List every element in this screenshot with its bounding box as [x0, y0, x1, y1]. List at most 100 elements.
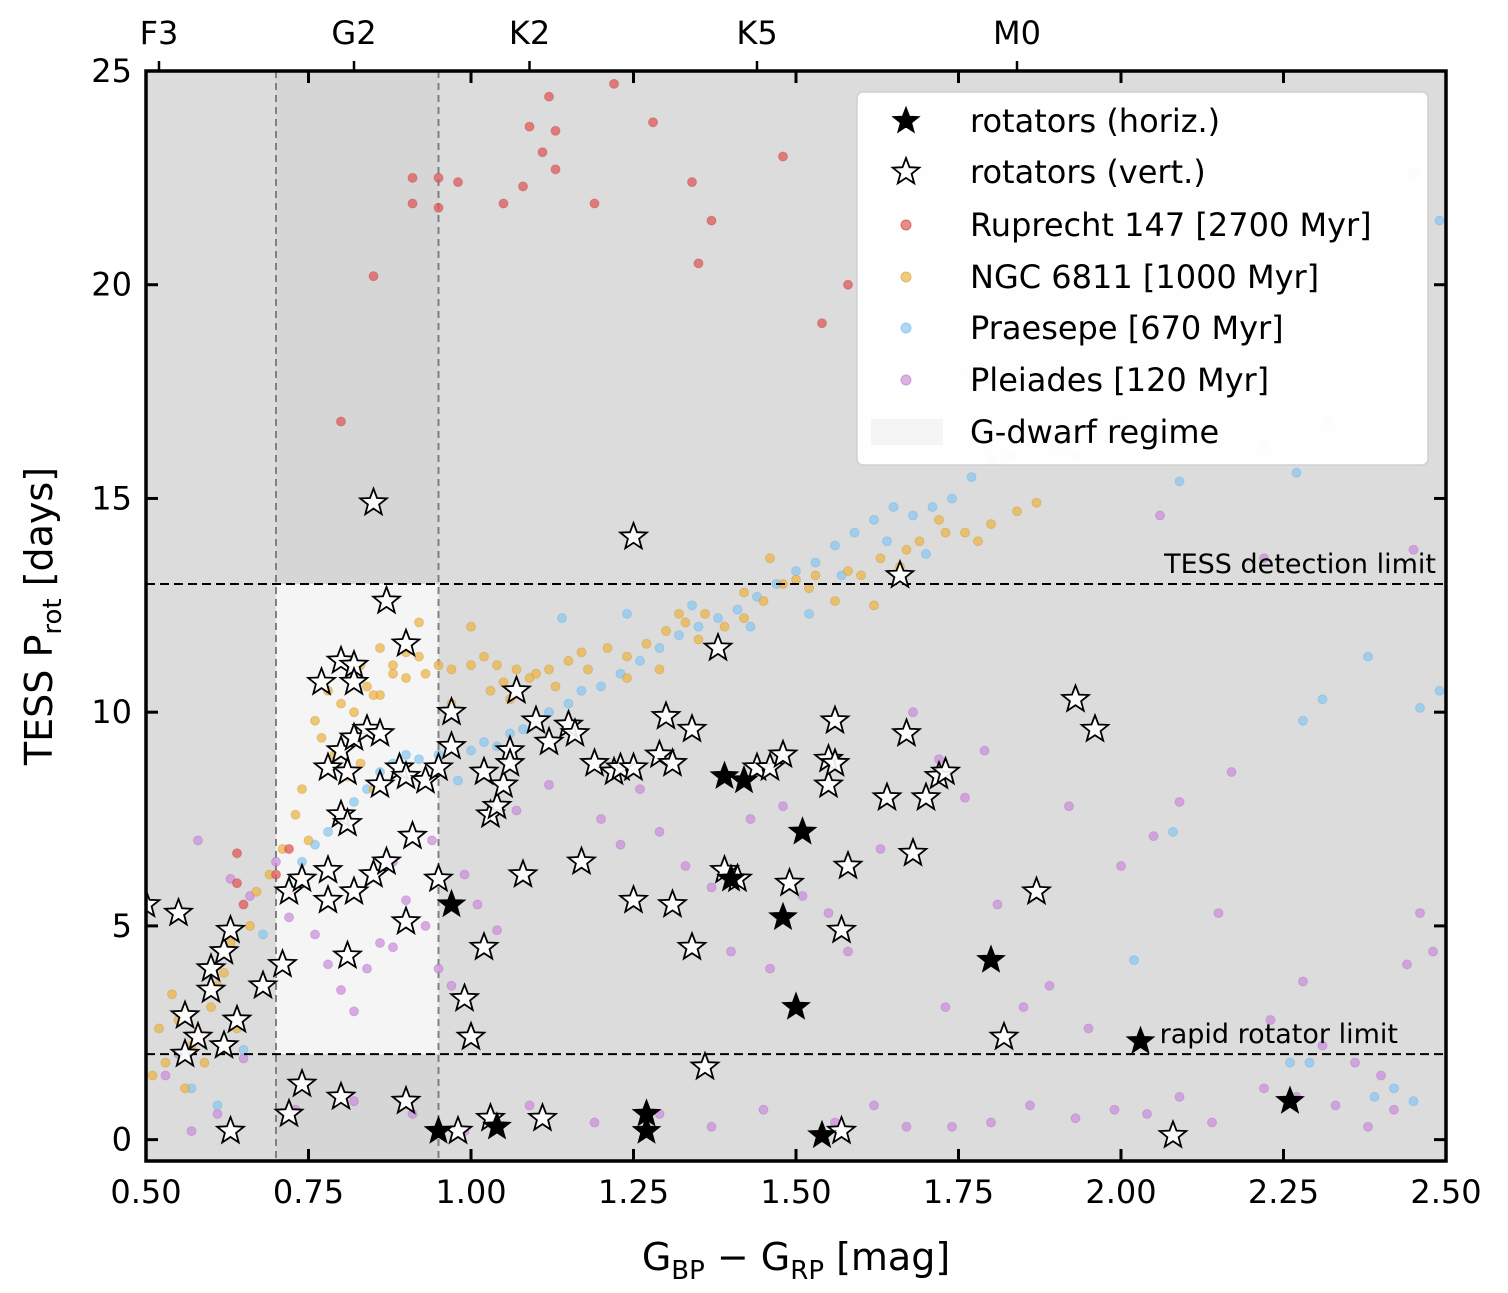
point-pleiades	[349, 1006, 359, 1017]
svg-text:rotators (horiz.): rotators (horiz.)	[970, 102, 1220, 140]
star-vert	[273, 1097, 305, 1128]
point-ruprecht	[518, 181, 528, 192]
star-vert	[422, 862, 455, 893]
point-ngc6811	[693, 634, 704, 645]
point-ruprecht	[550, 125, 561, 136]
spectral-type-label: K5	[736, 14, 777, 52]
star-vert	[617, 883, 650, 914]
point-praesepe	[713, 613, 723, 624]
y-tick-label: 0	[112, 1121, 132, 1159]
x-tick-label: 2.25	[1248, 1173, 1319, 1211]
point-ruprecht	[336, 416, 346, 427]
point-pleiades	[238, 1053, 249, 1064]
point-praesepe	[908, 510, 918, 521]
star-vert	[819, 746, 851, 777]
legend: rotators (horiz.) rotators (vert.) Rupre…	[856, 91, 1429, 466]
point-ruprecht	[238, 899, 249, 910]
star-vert	[468, 930, 500, 961]
point-praesepe	[544, 707, 554, 718]
point-ngc6811	[511, 664, 522, 675]
star-horiz	[807, 1119, 837, 1149]
point-ngc6811	[940, 527, 951, 538]
star-vert	[435, 729, 468, 760]
point-ruprecht	[778, 151, 788, 162]
point-ngc6811	[791, 574, 801, 585]
legend-marker-praesepe	[900, 322, 912, 334]
point-pleiades	[706, 882, 717, 893]
point-praesepe	[518, 724, 528, 735]
point-ngc6811	[245, 920, 255, 931]
point-pleiades	[1415, 908, 1425, 919]
point-ngc6811	[986, 519, 996, 530]
point-pleiades	[186, 1126, 197, 1137]
point-ngc6811	[479, 651, 489, 662]
point-praesepe	[849, 527, 860, 538]
point-praesepe	[745, 621, 756, 632]
point-pleiades	[1402, 959, 1412, 970]
point-praesepe	[1168, 826, 1178, 837]
x-tick-label: 2.00	[1085, 1173, 1156, 1211]
star-vert	[247, 969, 279, 1000]
point-ngc6811	[498, 677, 509, 688]
point-ngc6811	[758, 596, 769, 607]
point-pleiades	[986, 1117, 996, 1128]
point-ruprecht	[843, 279, 853, 290]
point-ngc6811	[349, 707, 359, 718]
point-pleiades	[875, 843, 886, 854]
point-pleiades	[1259, 553, 1269, 564]
x-tick-label: 0.75	[273, 1173, 344, 1211]
point-pleiades	[336, 985, 346, 996]
point-praesepe	[479, 737, 489, 748]
star-vert	[305, 665, 338, 696]
point-pleiades	[1064, 801, 1074, 812]
point-ngc6811	[544, 664, 554, 675]
point-ngc6811	[414, 651, 424, 662]
point-praesepe	[810, 557, 821, 568]
point-ngc6811	[219, 967, 229, 978]
point-praesepe	[622, 608, 632, 619]
point-ngc6811	[810, 570, 821, 581]
point-praesepe	[615, 668, 626, 679]
point-ruprecht	[453, 177, 463, 188]
point-pleiades	[1070, 1113, 1081, 1124]
point-ngc6811	[550, 681, 561, 692]
point-praesepe	[349, 796, 359, 807]
legend-item-praesepe: Praesepe [670 Myr]	[900, 309, 1284, 347]
point-ngc6811	[160, 1057, 171, 1068]
point-pleiades	[1116, 861, 1126, 872]
star-vert	[643, 738, 676, 769]
star-vert	[825, 913, 858, 944]
point-pleiades	[446, 980, 457, 991]
point-pleiades	[388, 942, 398, 953]
point-praesepe	[258, 929, 268, 940]
point-ngc6811	[765, 553, 775, 564]
star-vert	[435, 695, 468, 726]
point-pleiades	[1298, 976, 1308, 987]
star-vert	[455, 1020, 487, 1051]
point-ngc6811	[654, 664, 665, 675]
point-ngc6811	[206, 1002, 216, 1013]
x-tick-label: 1.25	[598, 1173, 669, 1211]
point-ruprecht	[433, 172, 444, 183]
point-pleiades	[1207, 1117, 1217, 1128]
point-ngc6811	[336, 698, 346, 709]
point-praesepe	[791, 566, 801, 577]
star-vert	[390, 627, 422, 658]
point-pleiades	[1083, 1023, 1094, 1034]
point-praesepe	[557, 613, 567, 624]
point-pleiades	[1376, 1070, 1386, 1081]
point-pleiades	[375, 938, 385, 948]
point-ngc6811	[531, 668, 541, 679]
star-vert	[390, 905, 422, 936]
star-vert	[182, 1020, 214, 1051]
point-pleiades	[1363, 1121, 1373, 1132]
star-vert	[146, 887, 162, 918]
point-ngc6811	[843, 566, 853, 577]
legend-marker-pleiades	[900, 374, 912, 386]
star-vert	[832, 849, 864, 880]
detection-limit-label: TESS detection limit	[1163, 549, 1436, 580]
point-ngc6811	[739, 613, 749, 624]
point-pleiades	[1226, 767, 1237, 778]
point-pleiades	[1408, 544, 1419, 555]
